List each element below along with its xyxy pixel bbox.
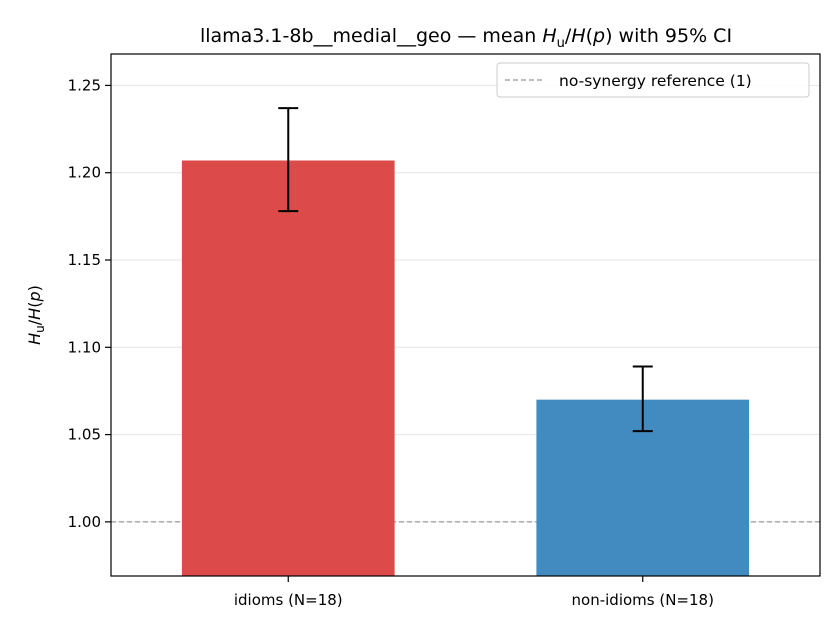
y-tick-label: 1.25	[68, 76, 101, 94]
bar-layer	[181, 160, 750, 576]
y-axis-label: Hu/H(p)	[25, 285, 47, 345]
y-tick-label: 1.00	[68, 513, 101, 531]
legend-box	[496, 62, 810, 98]
y-tick-label: 1.10	[68, 338, 101, 356]
legend-reference-label: no-synergy reference (1)	[559, 72, 752, 90]
y-axis-ticks: 1.00 1.05 1.10 1.15 1.20 1.25	[68, 76, 111, 531]
x-tick-label: non-idioms (N=18)	[572, 591, 714, 609]
y-tick-label: 1.15	[68, 251, 101, 269]
bar-0	[181, 160, 395, 576]
plot-frame	[110, 53, 821, 577]
x-tick-label: idioms (N=18)	[234, 591, 343, 609]
errorbar-layer	[278, 107, 653, 433]
legend: no-synergy reference (1)	[496, 62, 810, 98]
y-tick-label: 1.05	[68, 426, 101, 444]
x-axis-ticks: idioms (N=18) non-idioms (N=18)	[234, 576, 714, 609]
chart-title: llama3.1-8b__medial__geo — mean Hu/H(p) …	[200, 25, 732, 51]
y-tick-label: 1.20	[68, 164, 101, 182]
